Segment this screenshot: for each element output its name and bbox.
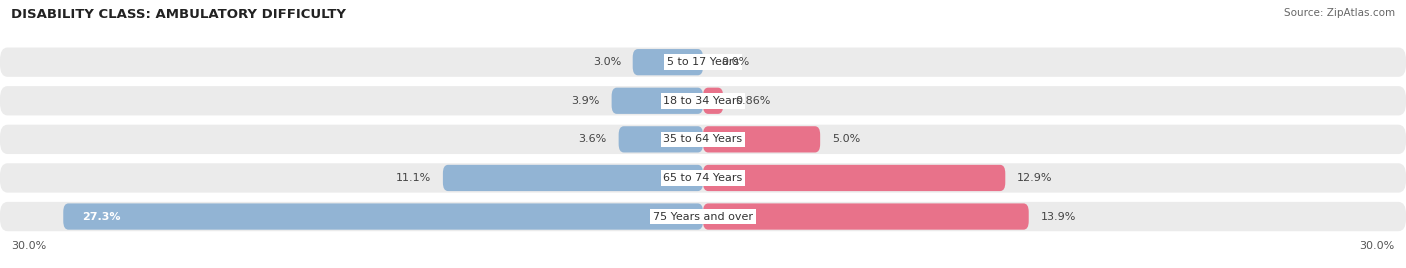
Text: 5.0%: 5.0% bbox=[832, 134, 860, 144]
Text: 18 to 34 Years: 18 to 34 Years bbox=[664, 96, 742, 106]
FancyBboxPatch shape bbox=[633, 49, 703, 75]
FancyBboxPatch shape bbox=[0, 125, 1406, 154]
Text: 0.0%: 0.0% bbox=[721, 57, 749, 67]
FancyBboxPatch shape bbox=[619, 126, 703, 152]
FancyBboxPatch shape bbox=[612, 88, 703, 114]
Text: 30.0%: 30.0% bbox=[11, 241, 46, 251]
Text: 30.0%: 30.0% bbox=[1360, 241, 1395, 251]
FancyBboxPatch shape bbox=[703, 126, 820, 152]
Text: 0.86%: 0.86% bbox=[735, 96, 770, 106]
FancyBboxPatch shape bbox=[63, 203, 703, 230]
FancyBboxPatch shape bbox=[703, 203, 1029, 230]
Text: DISABILITY CLASS: AMBULATORY DIFFICULTY: DISABILITY CLASS: AMBULATORY DIFFICULTY bbox=[11, 8, 346, 21]
Text: 11.1%: 11.1% bbox=[396, 173, 432, 183]
FancyBboxPatch shape bbox=[0, 163, 1406, 193]
Text: 35 to 64 Years: 35 to 64 Years bbox=[664, 134, 742, 144]
Text: 3.6%: 3.6% bbox=[579, 134, 607, 144]
Text: 3.0%: 3.0% bbox=[593, 57, 621, 67]
Text: 5 to 17 Years: 5 to 17 Years bbox=[666, 57, 740, 67]
Text: 75 Years and over: 75 Years and over bbox=[652, 211, 754, 222]
Text: 12.9%: 12.9% bbox=[1017, 173, 1053, 183]
FancyBboxPatch shape bbox=[443, 165, 703, 191]
Text: 3.9%: 3.9% bbox=[571, 96, 600, 106]
Text: Source: ZipAtlas.com: Source: ZipAtlas.com bbox=[1284, 8, 1395, 18]
FancyBboxPatch shape bbox=[0, 202, 1406, 231]
FancyBboxPatch shape bbox=[703, 88, 723, 114]
Text: 27.3%: 27.3% bbox=[82, 211, 121, 222]
Text: 13.9%: 13.9% bbox=[1040, 211, 1076, 222]
FancyBboxPatch shape bbox=[0, 86, 1406, 116]
FancyBboxPatch shape bbox=[703, 165, 1005, 191]
FancyBboxPatch shape bbox=[0, 47, 1406, 77]
Text: 65 to 74 Years: 65 to 74 Years bbox=[664, 173, 742, 183]
